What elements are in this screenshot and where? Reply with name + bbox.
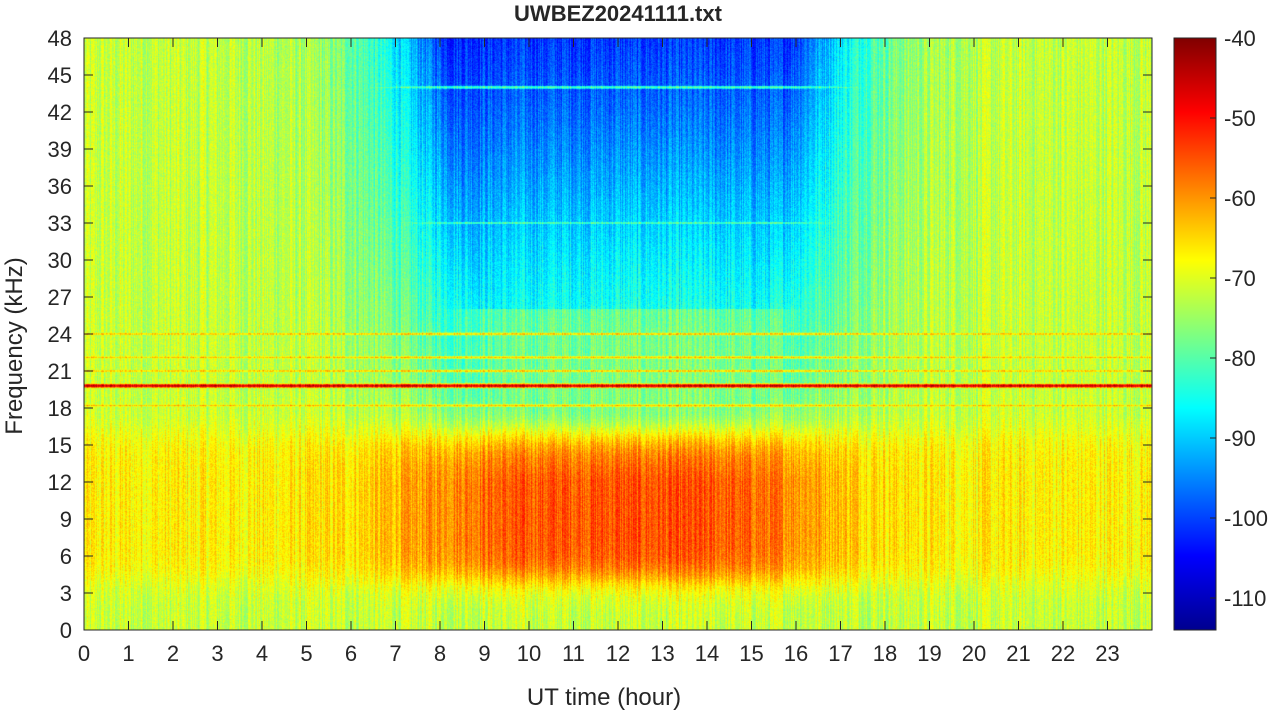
x-tick-label: 6	[345, 641, 357, 666]
colorbar-tick-label: -60	[1224, 186, 1256, 211]
x-tick-label: 3	[211, 641, 223, 666]
y-tick-label: 39	[48, 137, 72, 162]
y-tick-label: 48	[48, 26, 72, 51]
colorbar-tick-label: -50	[1224, 106, 1256, 131]
x-tick-label: 5	[300, 641, 312, 666]
x-tick-label: 18	[873, 641, 897, 666]
x-tick-label: 12	[606, 641, 630, 666]
y-tick-label: 21	[48, 359, 72, 384]
y-tick-label: 42	[48, 100, 72, 125]
chart-title: UWBEZ20241111.txt	[514, 1, 723, 26]
x-tick-label: 13	[650, 641, 674, 666]
y-tick-label: 0	[60, 618, 72, 643]
y-tick-label: 30	[48, 248, 72, 273]
x-tick-label: 0	[78, 641, 90, 666]
colorbar-tick-label: -40	[1224, 26, 1256, 51]
x-tick-label: 16	[784, 641, 808, 666]
x-tick-label: 9	[478, 641, 490, 666]
plot-area	[83, 37, 1153, 631]
x-tick-label: 22	[1051, 641, 1075, 666]
colorbar-tick-label: -90	[1224, 426, 1256, 451]
y-tick-label: 33	[48, 211, 72, 236]
x-tick-label: 19	[917, 641, 941, 666]
y-tick-label: 6	[60, 544, 72, 569]
y-tick-label: 15	[48, 433, 72, 458]
x-axis: 0 1 2 3 4 5 6 7 8 9 10 11 12 13 14 15 16 17 18 19 20 21 22 23	[78, 38, 1120, 666]
spectrogram-heatmap	[84, 38, 1152, 630]
colorbar-ticks: -110 -100 -90 -80 -70 -60 -50 -40	[1210, 26, 1268, 611]
y-tick-label: 12	[48, 470, 72, 495]
y-tick-label: 24	[48, 322, 72, 347]
x-tick-label: 14	[695, 641, 719, 666]
x-tick-label: 2	[167, 641, 179, 666]
x-tick-label: 23	[1095, 641, 1119, 666]
x-tick-label: 11	[562, 641, 585, 666]
x-tick-label: 21	[1006, 641, 1030, 666]
y-tick-label: 9	[60, 507, 72, 532]
colorbar-tick-label: -110	[1224, 586, 1266, 611]
y-tick-label: 18	[48, 396, 72, 421]
x-tick-label: 4	[256, 641, 268, 666]
y-tick-label: 36	[48, 174, 72, 199]
x-tick-label: 8	[434, 641, 446, 666]
colorbar-tick-label: -70	[1224, 266, 1256, 291]
colorbar: -110 -100 -90 -80 -70 -60 -50 -40	[1173, 26, 1268, 631]
x-tick-label: 7	[389, 641, 401, 666]
x-tick-label: 17	[828, 641, 852, 666]
x-tick-label: 15	[739, 641, 763, 666]
x-axis-label: UT time (hour)	[527, 684, 681, 711]
colorbar-gradient	[1173, 37, 1217, 631]
y-axis-label: Frequency (kHz)	[1, 257, 28, 434]
y-tick-label: 27	[48, 285, 72, 310]
y-tick-label: 45	[48, 63, 72, 88]
x-tick-label: 20	[962, 641, 986, 666]
y-tick-label: 3	[60, 581, 72, 606]
colorbar-tick-label: -80	[1224, 346, 1256, 371]
colorbar-tick-label: -100	[1224, 506, 1268, 531]
x-tick-label: 1	[122, 641, 134, 666]
x-tick-label: 10	[517, 641, 541, 666]
